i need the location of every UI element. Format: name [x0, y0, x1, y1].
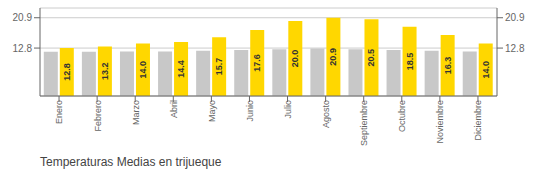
svg-text:20.5: 20.5 [366, 49, 376, 67]
svg-text:Febrero: Febrero [93, 100, 103, 132]
svg-text:12.8: 12.8 [62, 63, 72, 81]
svg-text:Marzo: Marzo [131, 100, 141, 125]
svg-text:Octubre: Octubre [397, 100, 407, 132]
svg-text:Mayo: Mayo [207, 100, 217, 122]
svg-text:18.5: 18.5 [405, 53, 415, 71]
svg-text:12.8: 12.8 [13, 43, 33, 54]
svg-text:Diciembre: Diciembre [473, 100, 483, 141]
svg-text:12.8: 12.8 [505, 43, 525, 54]
svg-text:Abril: Abril [169, 100, 179, 118]
svg-text:15.7: 15.7 [214, 58, 224, 76]
svg-text:Agosto: Agosto [321, 100, 331, 128]
svg-text:16.3: 16.3 [443, 57, 453, 75]
svg-text:17.6: 17.6 [252, 54, 262, 72]
svg-text:20.9: 20.9 [505, 12, 525, 23]
svg-text:14.0: 14.0 [138, 61, 148, 79]
svg-text:20.9: 20.9 [13, 12, 33, 23]
svg-text:14.4: 14.4 [176, 60, 186, 78]
html-text:Temperaturas Medias en trijueq: Temperaturas Medias en trijueque [40, 155, 222, 169]
svg-text:Noviembre: Noviembre [435, 100, 445, 144]
svg-text:Enero: Enero [54, 100, 64, 124]
svg-text:Julio: Julio [283, 100, 293, 119]
svg-text:Septiembre: Septiembre [359, 100, 369, 146]
svg-text:20.0: 20.0 [290, 50, 300, 68]
svg-text:14.0: 14.0 [481, 61, 491, 79]
svg-text:20.9: 20.9 [328, 48, 338, 66]
svg-text:Junio: Junio [245, 100, 255, 122]
svg-text:13.2: 13.2 [100, 63, 110, 81]
